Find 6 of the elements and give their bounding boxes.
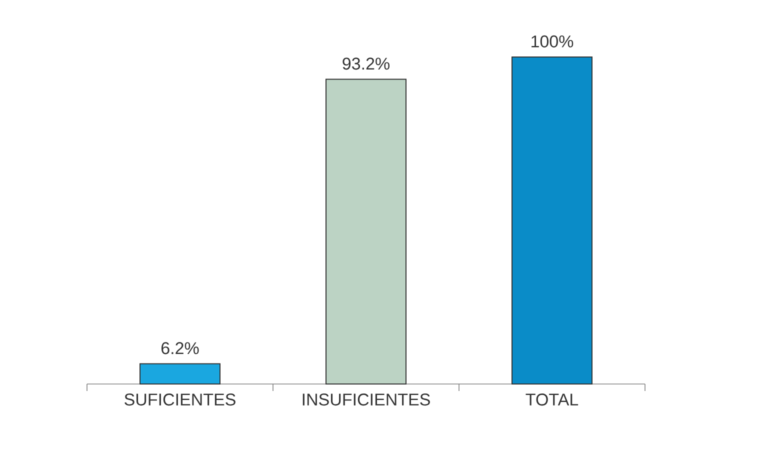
x-tick-label: TOTAL	[526, 394, 578, 406]
data-label: 6.2%	[161, 342, 199, 354]
data-label: 93.2%	[342, 58, 390, 70]
x-tick-label: INSUFICIENTES	[302, 394, 430, 406]
x-tick-label: SUFICIENTES	[124, 394, 236, 406]
data-label: 100%	[532, 35, 574, 48]
